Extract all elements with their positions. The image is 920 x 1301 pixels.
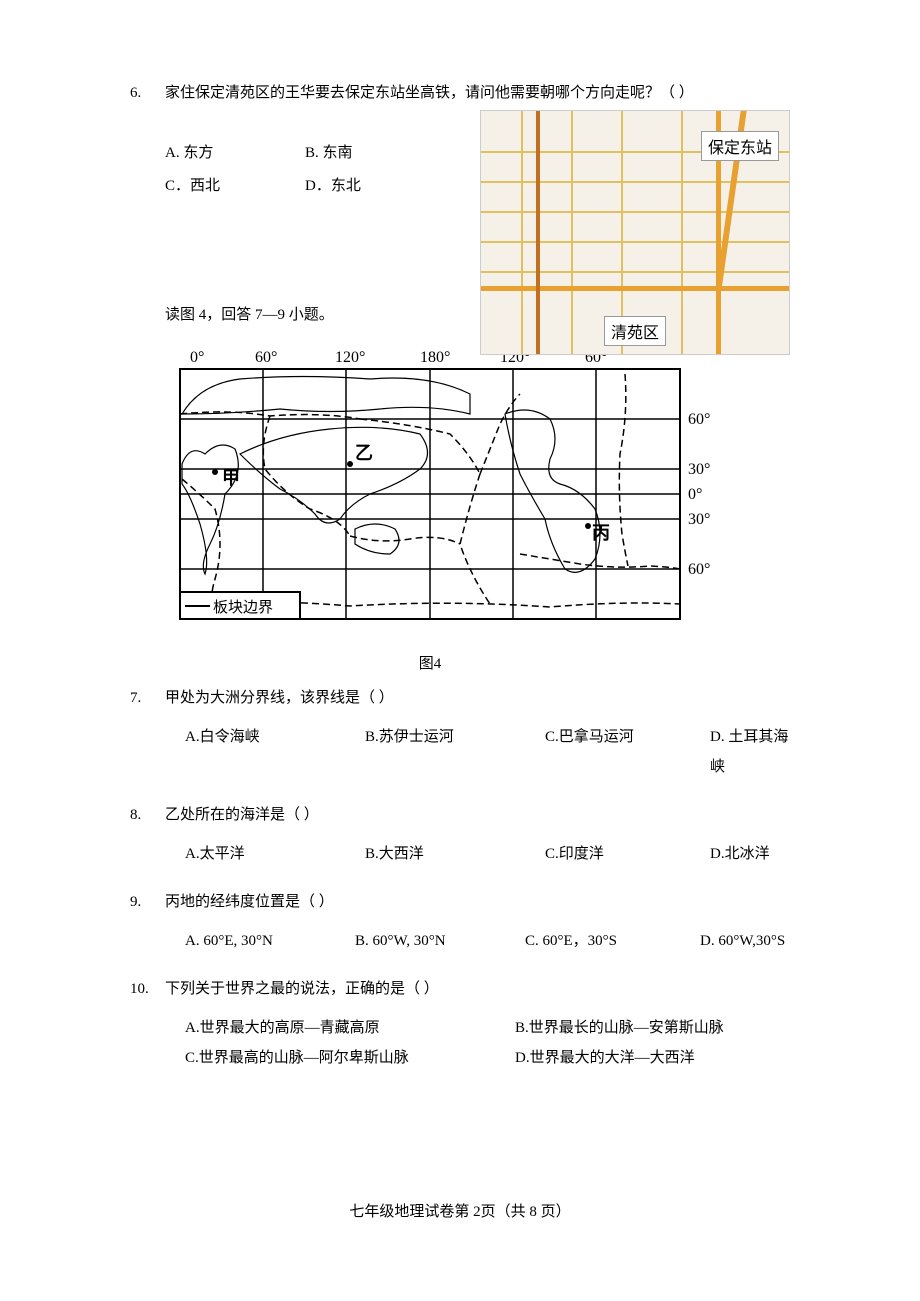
q9-text: 丙地的经纬度位置是（ ） xyxy=(165,889,334,916)
q9-opt-c: C. 60°E，30°S xyxy=(525,926,700,956)
q6-opt-b: B. 东南 xyxy=(305,137,353,170)
lon-60: 60° xyxy=(255,349,277,366)
q10-opt-b: B.世界最长的山脉—安第斯山脉 xyxy=(515,1013,790,1043)
q7-line: 7. 甲处为大洲分界线，该界线是（ ） xyxy=(130,685,790,712)
q10-opt-d: D.世界最大的大洋—大西洋 xyxy=(515,1043,790,1073)
q8-opt-b: B.大西洋 xyxy=(365,839,545,869)
question-9: 9. 丙地的经纬度位置是（ ） A. 60°E, 30°N B. 60°W, 3… xyxy=(130,889,790,956)
point-yi: 乙 xyxy=(355,443,373,463)
lat-60s: 60° xyxy=(688,561,710,578)
q9-opt-b: B. 60°W, 30°N xyxy=(355,926,525,956)
q10-opt-c: C.世界最高的山脉—阿尔卑斯山脉 xyxy=(185,1043,515,1073)
legend-label: 板块边界 xyxy=(213,598,273,616)
q6-opt-d: D．东北 xyxy=(305,170,361,203)
q8-options: A.太平洋 B.大西洋 C.印度洋 D.北冰洋 xyxy=(185,839,790,869)
q8-text: 乙处所在的海洋是（ ） xyxy=(165,802,319,829)
q10-line: 10. 下列关于世界之最的说法，正确的是（ ） xyxy=(130,976,790,1003)
question-10: 10. 下列关于世界之最的说法，正确的是（ ） A.世界最大的高原—青藏高原 B… xyxy=(130,976,790,1073)
q9-line: 9. 丙地的经纬度位置是（ ） xyxy=(130,889,790,916)
q10-number: 10. xyxy=(130,981,165,998)
q8-opt-c: C.印度洋 xyxy=(545,839,710,869)
point-bing: 丙 xyxy=(592,523,610,543)
page-footer: 七年级地理试卷第 2页（共 8 页） xyxy=(0,1200,920,1221)
map-label-dongzhan: 保定东站 xyxy=(701,131,779,161)
q7-opt-c: C.巴拿马运河 xyxy=(545,722,710,782)
map-label-qingyuan: 清苑区 xyxy=(604,316,666,346)
q9-opt-a: A. 60°E, 30°N xyxy=(185,926,355,956)
question-8: 8. 乙处所在的海洋是（ ） A.太平洋 B.大西洋 C.印度洋 D.北冰洋 xyxy=(130,802,790,869)
point-jia: 甲 xyxy=(222,468,240,488)
q10-text: 下列关于世界之最的说法，正确的是（ ） xyxy=(165,976,439,1003)
fig4-svg: 0° 60° 120° 180° 120° 60° 60° 30° 0° 30°… xyxy=(150,344,750,644)
question-7: 7. 甲处为大洲分界线，该界线是（ ） A.白令海峡 B.苏伊士运河 C.巴拿马… xyxy=(130,685,790,782)
q6-map: 保定东站 清苑区 xyxy=(480,110,790,355)
q8-number: 8. xyxy=(130,807,165,824)
q7-opt-b: B.苏伊士运河 xyxy=(365,722,545,782)
q7-number: 7. xyxy=(130,690,165,707)
fig4-caption: 图4 xyxy=(150,652,710,673)
q7-opt-a: A.白令海峡 xyxy=(185,722,365,782)
lon-0: 0° xyxy=(190,349,204,366)
q6-opt-c: C．西北 xyxy=(165,170,305,203)
q6-number: 6. xyxy=(130,85,165,102)
lat-30n: 30° xyxy=(688,461,710,478)
lat-30s: 30° xyxy=(688,511,710,528)
question-6: 6. 家住保定清苑区的王华要去保定东站坐高铁，请问他需要朝哪个方向走呢？（ ） … xyxy=(130,80,790,324)
q8-opt-d: D.北冰洋 xyxy=(710,839,790,869)
lon-180: 180° xyxy=(420,349,450,366)
lon-120: 120° xyxy=(335,349,365,366)
q7-options: A.白令海峡 B.苏伊士运河 C.巴拿马运河 D. 土耳其海峡 xyxy=(185,722,790,782)
q10-row2: C.世界最高的山脉—阿尔卑斯山脉 D.世界最大的大洋—大西洋 xyxy=(185,1043,790,1073)
figure-4: 0° 60° 120° 180° 120° 60° 60° 30° 0° 30°… xyxy=(150,344,790,644)
q7-text: 甲处为大洲分界线，该界线是（ ） xyxy=(165,685,394,712)
q6-text: 家住保定清苑区的王华要去保定东站坐高铁，请问他需要朝哪个方向走呢？（ ） xyxy=(165,80,694,107)
q9-options: A. 60°E, 30°N B. 60°W, 30°N C. 60°E，30°S… xyxy=(185,926,790,956)
q10-row1: A.世界最大的高原—青藏高原 B.世界最长的山脉—安第斯山脉 xyxy=(185,1013,790,1043)
q9-number: 9. xyxy=(130,894,165,911)
q8-line: 8. 乙处所在的海洋是（ ） xyxy=(130,802,790,829)
q10-opt-a: A.世界最大的高原—青藏高原 xyxy=(185,1013,515,1043)
q8-opt-a: A.太平洋 xyxy=(185,839,365,869)
q6-opt-a: A. 东方 xyxy=(165,137,305,170)
lat-0: 0° xyxy=(688,486,702,503)
q9-opt-d: D. 60°W,30°S xyxy=(700,926,790,956)
q6-line: 6. 家住保定清苑区的王华要去保定东站坐高铁，请问他需要朝哪个方向走呢？（ ） xyxy=(130,80,790,107)
q7-opt-d: D. 土耳其海峡 xyxy=(710,722,790,782)
lat-60n: 60° xyxy=(688,411,710,428)
